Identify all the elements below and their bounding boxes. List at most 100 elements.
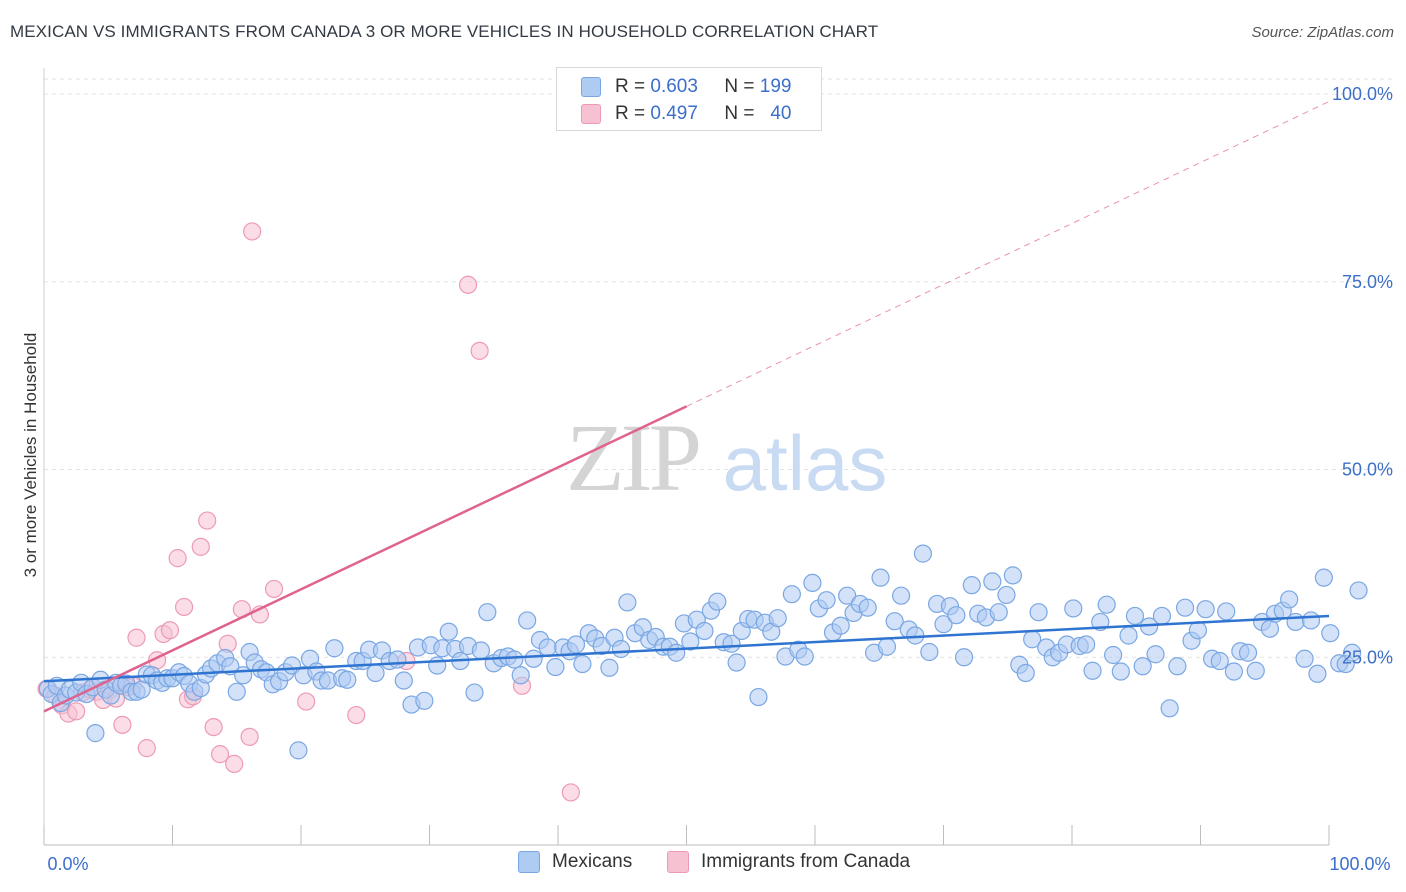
data-point-canada (204, 717, 223, 737)
data-point-mexicans (768, 609, 787, 628)
data-point-canada (137, 739, 156, 758)
data-point-mexicans (1175, 598, 1195, 617)
data-point-canada (297, 692, 316, 711)
data-point-canada (160, 621, 180, 640)
data-point-mexicans (817, 591, 836, 610)
chart-title: MEXICAN VS IMMIGRANTS FROM CANADA 3 OR M… (10, 22, 879, 41)
data-point-mexicans (505, 650, 524, 669)
mexicans-swatch (581, 77, 601, 97)
mexicans-swatch (518, 851, 540, 873)
data-point-mexicans (1111, 662, 1130, 681)
data-point-mexicans (1238, 643, 1258, 662)
data-point-mexicans (1286, 612, 1305, 632)
data-point-mexicans (325, 639, 344, 658)
data-point-mexicans (997, 585, 1016, 605)
legend-r-value: 0.497 (650, 103, 698, 124)
data-point-mexicans (1029, 603, 1048, 622)
data-point-mexicans (132, 680, 151, 699)
y-tick-labels: 25.0% 50.0% 75.0% 100.0% (1332, 84, 1393, 667)
x-tick-labels: 0.0% 100.0% (47, 854, 1390, 874)
data-point-mexicans (1125, 606, 1145, 626)
data-point-mexicans (913, 544, 933, 563)
x-tick-label: 0.0% (47, 854, 88, 874)
data-point-mexicans (947, 606, 966, 625)
data-point-mexicans (1188, 621, 1208, 640)
data-point-mexicans (592, 636, 611, 656)
data-point-canada (347, 705, 366, 725)
data-point-mexicans (1119, 626, 1138, 645)
watermark: ZIP atlas (566, 404, 887, 511)
canada-swatch (581, 104, 601, 124)
y-tick-label: 50.0% (1342, 460, 1393, 480)
data-point-mexicans (727, 653, 746, 672)
data-point-mexicans (524, 649, 543, 668)
data-point-canada (210, 745, 230, 764)
data-point-mexicans (989, 603, 1008, 622)
data-point-mexicans (1308, 664, 1327, 683)
data-point-mexicans (538, 638, 557, 657)
x-tick-label: 100.0% (1329, 854, 1390, 874)
grid-lines (44, 78, 1395, 658)
data-point-mexicans (954, 648, 974, 667)
y-tick-label: 25.0% (1342, 647, 1393, 667)
data-point-mexicans (1295, 649, 1314, 668)
correlation-legend: R = 0.603 N = 199 R = 0.497 N = 40 (556, 67, 822, 131)
data-point-canada (243, 222, 262, 241)
data-point-mexicans (1152, 606, 1172, 626)
data-point-mexicans (1314, 568, 1333, 587)
data-point-mexicans (1016, 663, 1035, 683)
legend-n-value: 199 (759, 76, 792, 97)
data-point-mexicans (1064, 599, 1083, 618)
data-point-canada (168, 549, 187, 568)
legend-label-mexicans: Mexicans (552, 851, 633, 872)
trend-lines (43, 101, 1330, 713)
data-point-mexicans (546, 657, 565, 677)
y-tick-label: 75.0% (1342, 272, 1393, 292)
data-point-mexicans (1168, 657, 1187, 676)
data-point-canada (561, 783, 580, 802)
mexicans-points (38, 544, 1368, 760)
data-point-mexicans (695, 621, 714, 641)
data-point-canada (458, 275, 478, 294)
trend-line-mexicans (43, 614, 1330, 683)
data-point-mexicans (1146, 645, 1165, 664)
data-point-mexicans (338, 670, 357, 689)
y-tick-label: 100.0% (1332, 84, 1393, 104)
data-point-canada (240, 727, 259, 746)
legend-n-label: N = (724, 76, 755, 97)
data-point-canada (191, 537, 210, 556)
legend-label-canada: Immigrants from Canada (701, 851, 911, 872)
data-point-canada (127, 628, 146, 647)
data-point-mexicans (722, 634, 741, 653)
data-point-mexicans (681, 632, 700, 651)
source-label: Source: ZipAtlas.com (1251, 24, 1394, 41)
data-point-mexicans (1260, 619, 1279, 638)
axes (43, 68, 1330, 846)
data-point-mexicans (934, 615, 953, 634)
canada-swatch (667, 851, 689, 873)
legend-n-label: N = (724, 103, 755, 124)
data-point-mexicans (1217, 602, 1236, 621)
data-point-mexicans (511, 666, 530, 685)
canada-points (37, 222, 580, 802)
data-point-mexicans (858, 598, 877, 617)
data-point-mexicans (891, 586, 911, 605)
data-point-mexicans (1224, 662, 1244, 681)
data-point-mexicans (388, 650, 407, 669)
data-point-mexicans (1133, 657, 1152, 676)
data-point-mexicans (871, 568, 890, 587)
legend-n-value: 40 (770, 103, 792, 124)
data-point-mexicans (1210, 651, 1229, 671)
trend-extension-canada (686, 101, 1330, 407)
data-point-mexicans (1003, 566, 1022, 585)
trend-line-canada (43, 405, 688, 713)
data-point-mexicans (708, 592, 727, 611)
data-point-mexicans (366, 663, 385, 683)
data-point-mexicans (795, 647, 814, 666)
legend-item-canada[interactable]: Immigrants from Canada (667, 851, 910, 873)
data-point-mexicans (877, 637, 897, 656)
data-point-mexicans (1301, 611, 1321, 630)
data-point-mexicans (465, 683, 484, 702)
legend-item-mexicans[interactable]: Mexicans (518, 851, 632, 873)
legend-row-canada: R = 0.497 N = 40 (581, 101, 791, 127)
